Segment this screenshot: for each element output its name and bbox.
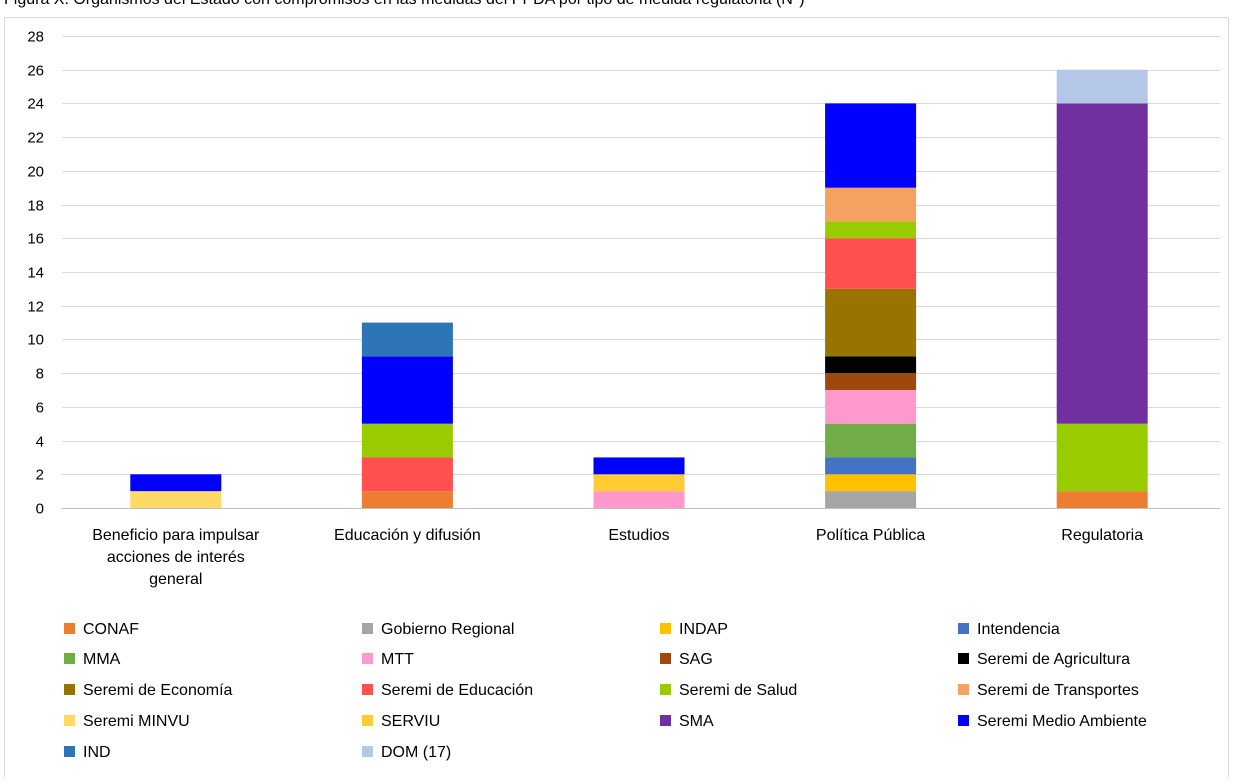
y-tick-label: 10	[27, 332, 44, 349]
legend-swatch	[958, 715, 969, 726]
legend-label: SERVIU	[381, 713, 440, 730]
bar-segment	[825, 238, 917, 289]
legend-swatch	[64, 715, 75, 726]
legend-label: Seremi de Agricultura	[977, 651, 1130, 668]
legend-swatch	[660, 715, 671, 726]
legend-swatch	[362, 746, 373, 757]
legend-label: Seremi de Transportes	[977, 682, 1139, 699]
y-tick-label: 6	[36, 400, 44, 417]
bar-segment	[1056, 491, 1148, 508]
bar-segment	[825, 373, 917, 390]
bar-segment	[593, 457, 685, 475]
x-category-label: general	[149, 571, 202, 588]
bar-segment	[1056, 103, 1148, 424]
legend-label: Gobierno Regional	[381, 621, 514, 638]
legend-label: SAG	[679, 651, 713, 668]
y-tick-label: 12	[27, 299, 44, 316]
bar-segment	[825, 390, 917, 424]
bars	[130, 69, 1148, 508]
legend-label: DOM (17)	[381, 744, 451, 761]
gridlines	[62, 36, 1220, 509]
x-category-label: Beneficio para impulsar	[92, 527, 260, 544]
y-tick-label: 16	[27, 231, 44, 248]
y-tick-label: 20	[27, 164, 44, 181]
y-tick-label: 8	[36, 366, 44, 383]
legend-label: CONAF	[83, 621, 139, 638]
legend-swatch	[362, 684, 373, 695]
bar-segment	[1056, 69, 1148, 104]
legend-swatch	[362, 715, 373, 726]
x-category-label: Política Pública	[816, 527, 925, 544]
chart-caption: Figura X. Organismos del Estado con comp…	[4, 0, 1233, 9]
bar-segment	[1056, 423, 1148, 492]
x-axis-category-labels: Beneficio para impulsar acciones de inter…	[92, 527, 1143, 588]
x-category-label: Educación y difusión	[334, 527, 481, 544]
y-tick-label: 26	[27, 63, 44, 80]
legend-label: MTT	[381, 651, 414, 668]
legend-label: Seremi Medio Ambiente	[977, 713, 1147, 730]
legend-swatch	[64, 623, 75, 634]
legend-swatch	[660, 684, 671, 695]
y-tick-label: 18	[27, 198, 44, 215]
y-tick-label: 24	[27, 96, 44, 113]
bar-segment	[825, 103, 917, 188]
legend-swatch	[362, 623, 373, 634]
y-tick-label: 0	[36, 501, 44, 518]
bar-segment	[593, 491, 685, 508]
bar-segment	[825, 491, 917, 508]
y-tick-label: 14	[27, 265, 44, 282]
legend-label: Seremi de Educación	[381, 682, 533, 699]
y-tick-label: 22	[27, 130, 44, 147]
bar-segment	[825, 187, 917, 222]
legend-label: Seremi MINVU	[83, 713, 190, 730]
legend-label: Intendencia	[977, 621, 1060, 638]
legend-swatch	[958, 653, 969, 664]
bar-segment	[361, 457, 453, 492]
legend-label: SMA	[679, 713, 714, 730]
bar-segment	[361, 356, 453, 424]
bar-segment	[825, 221, 917, 239]
legend-label: Seremi de Economía	[83, 682, 233, 699]
legend-swatch	[362, 653, 373, 664]
bar-segment	[825, 288, 917, 357]
x-category-label: Estudios	[608, 527, 669, 544]
legend: CONAF Gobierno Regional INDAP Intendencia MM…	[64, 621, 1147, 761]
legend-label: IND	[83, 744, 111, 761]
legend-swatch	[660, 623, 671, 634]
legend-swatch	[64, 653, 75, 664]
legend-label: MMA	[83, 651, 121, 668]
legend-swatch	[64, 746, 75, 757]
bar-segment	[130, 474, 222, 492]
x-category-label: acciones de interés	[107, 549, 245, 566]
bar-segment	[361, 423, 453, 458]
legend-swatch	[660, 653, 671, 664]
bar-segment	[825, 474, 917, 492]
bar-segment	[825, 457, 917, 475]
x-category-label: Regulatoria	[1061, 527, 1143, 544]
bar-segment	[825, 423, 917, 458]
y-tick-label: 4	[36, 434, 44, 451]
bar-segment	[361, 322, 453, 357]
legend-label: Seremi de Salud	[679, 682, 797, 699]
legend-swatch	[958, 623, 969, 634]
legend-swatch	[64, 684, 75, 695]
bar-segment	[130, 491, 222, 508]
legend-label: INDAP	[679, 621, 728, 638]
legend-swatch	[958, 684, 969, 695]
y-tick-label: 2	[36, 467, 44, 484]
y-tick-label: 28	[27, 29, 44, 46]
bar-segment	[361, 491, 453, 508]
bar-segment	[593, 474, 685, 492]
bar-segment	[825, 356, 917, 374]
